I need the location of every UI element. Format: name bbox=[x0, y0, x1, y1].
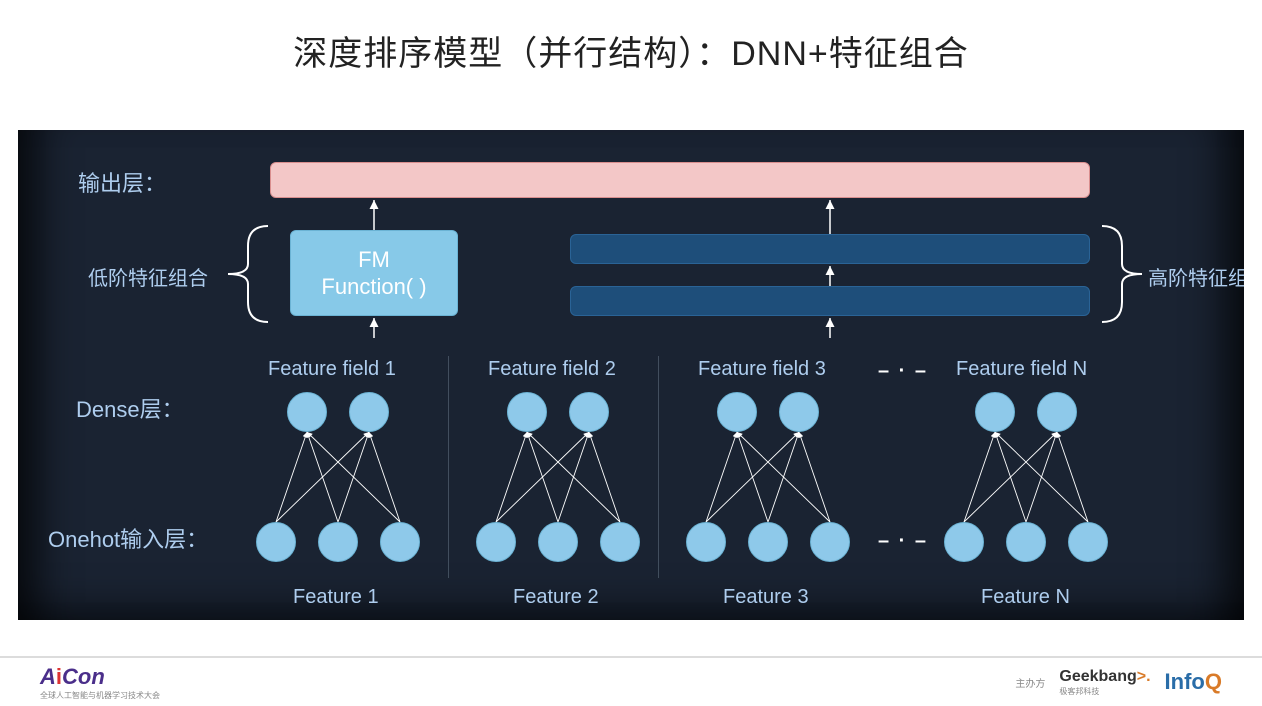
geekbang-logo: Geekbang>. 极客邦科技 bbox=[1059, 668, 1150, 697]
feature-label: Feature 2 bbox=[513, 586, 599, 609]
input-node bbox=[318, 522, 358, 562]
input-node bbox=[1068, 522, 1108, 562]
sponsor-label: 主办方 bbox=[1015, 675, 1045, 690]
dense-node bbox=[975, 392, 1015, 432]
footer-right: 主办方 Geekbang>. 极客邦科技 InfoQ bbox=[1015, 668, 1222, 697]
diagram: 输出层： 低阶特征组合 高阶特征组合 FMFunction( ) Dense层： Oneh… bbox=[18, 130, 1244, 620]
fm-function-box: FMFunction( ) bbox=[290, 230, 458, 316]
output-layer-label: 输出层： bbox=[78, 166, 166, 198]
dense-node bbox=[507, 392, 547, 432]
dense-node bbox=[779, 392, 819, 432]
input-node bbox=[810, 522, 850, 562]
input-node bbox=[686, 522, 726, 562]
input-node bbox=[1006, 522, 1046, 562]
high-order-label: 高阶特征组合 bbox=[1148, 262, 1244, 291]
title-area: 深度排序模型（并行结构）：DNN+特征组合 bbox=[0, 0, 1262, 100]
feature-field-label: Feature field 1 bbox=[268, 358, 396, 381]
ellipsis-fields: – · – bbox=[878, 360, 928, 383]
feature-field-label: Feature field 2 bbox=[488, 358, 616, 381]
input-node bbox=[538, 522, 578, 562]
feature-field-label: Feature field 3 bbox=[698, 358, 826, 381]
dense-layer-label: Dense层： bbox=[76, 392, 184, 424]
input-node bbox=[380, 522, 420, 562]
input-node bbox=[256, 522, 296, 562]
dnn-layer-2 bbox=[570, 286, 1090, 316]
aicon-logo-sub: 全球人工智能与机器学习技术大会 bbox=[40, 690, 160, 701]
infoq-logo: InfoQ bbox=[1165, 669, 1222, 695]
footer: AiCon 全球人工智能与机器学习技术大会 主办方 Geekbang>. 极客邦… bbox=[0, 656, 1262, 706]
field-divider bbox=[658, 356, 659, 578]
diagram-wrap: 输出层： 低阶特征组合 高阶特征组合 FMFunction( ) Dense层： Oneh… bbox=[18, 130, 1244, 620]
page-title: 深度排序模型（并行结构）：DNN+特征组合 bbox=[293, 26, 969, 75]
field-divider bbox=[448, 356, 449, 578]
feature-label: Feature 1 bbox=[293, 586, 379, 609]
input-node bbox=[600, 522, 640, 562]
low-order-label: 低阶特征组合 bbox=[88, 262, 208, 291]
feature-field-label: Feature field N bbox=[956, 358, 1087, 381]
onehot-layer-label: Onehot输入层： bbox=[48, 522, 208, 554]
feature-label: Feature 3 bbox=[723, 586, 809, 609]
input-node bbox=[748, 522, 788, 562]
dense-node bbox=[569, 392, 609, 432]
output-layer-box bbox=[270, 162, 1090, 198]
dense-node bbox=[1037, 392, 1077, 432]
aicon-logo: AiCon 全球人工智能与机器学习技术大会 bbox=[40, 664, 160, 701]
input-node bbox=[944, 522, 984, 562]
dense-node bbox=[287, 392, 327, 432]
dense-node bbox=[717, 392, 757, 432]
ellipsis-nodes: – · – bbox=[878, 530, 928, 553]
feature-label: Feature N bbox=[981, 586, 1070, 609]
dense-node bbox=[349, 392, 389, 432]
aicon-logo-text: AiCon bbox=[40, 664, 105, 689]
dnn-layer-1 bbox=[570, 234, 1090, 264]
input-node bbox=[476, 522, 516, 562]
